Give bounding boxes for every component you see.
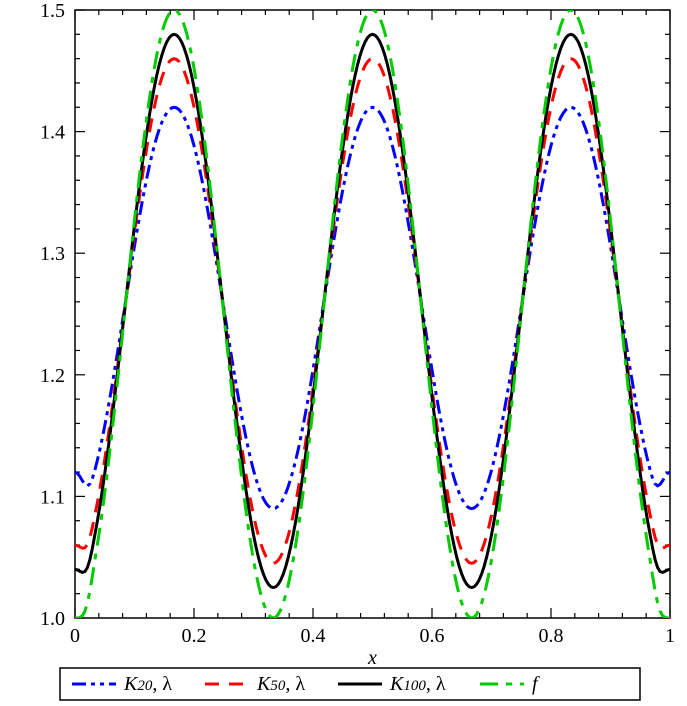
- x-axis-label: x: [367, 647, 377, 669]
- ytick-label: 1.4: [40, 122, 65, 144]
- xtick-label: 0.6: [420, 625, 445, 647]
- xtick-label: 0.4: [301, 625, 326, 647]
- chart-container: 00.20.40.60.811.01.11.21.31.41.5xK20, λK…: [0, 0, 687, 706]
- chart-background: [0, 0, 687, 706]
- xtick-label: 0.2: [182, 625, 207, 647]
- xtick-label: 0.8: [539, 625, 564, 647]
- xtick-label: 1: [665, 625, 675, 647]
- xtick-label: 0: [70, 625, 80, 647]
- ytick-label: 1.2: [40, 365, 65, 387]
- ytick-label: 1.0: [40, 608, 65, 630]
- ytick-label: 1.1: [40, 486, 65, 508]
- ytick-label: 1.5: [40, 0, 65, 22]
- chart-svg: 00.20.40.60.811.01.11.21.31.41.5xK20, λK…: [0, 0, 687, 706]
- ytick-label: 1.3: [40, 243, 65, 265]
